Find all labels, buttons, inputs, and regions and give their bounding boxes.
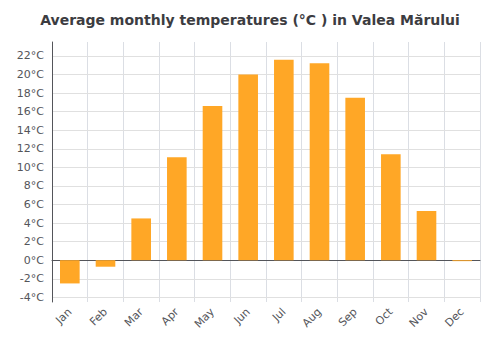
svg-text:Mar: Mar <box>122 305 146 329</box>
svg-text:2°C: 2°C <box>24 235 44 248</box>
svg-text:10°C: 10°C <box>17 161 44 174</box>
svg-text:-2°C: -2°C <box>20 272 44 285</box>
svg-text:Feb: Feb <box>87 305 110 328</box>
svg-text:6°C: 6°C <box>24 198 44 211</box>
svg-text:8°C: 8°C <box>24 179 44 192</box>
svg-text:16°C: 16°C <box>17 105 44 118</box>
svg-text:Oct: Oct <box>373 305 396 328</box>
svg-text:22°C: 22°C <box>17 49 44 62</box>
svg-text:Apr: Apr <box>159 305 182 328</box>
svg-text:Nov: Nov <box>407 305 432 330</box>
svg-text:Aug: Aug <box>300 305 324 329</box>
svg-text:4°C: 4°C <box>24 217 44 230</box>
svg-text:Jan: Jan <box>53 305 75 327</box>
svg-text:14°C: 14°C <box>17 124 44 137</box>
svg-text:18°C: 18°C <box>17 87 44 100</box>
svg-text:0°C: 0°C <box>24 254 44 267</box>
svg-text:Sep: Sep <box>336 305 360 329</box>
svg-text:12°C: 12°C <box>17 142 44 155</box>
svg-text:Jul: Jul <box>269 305 288 324</box>
svg-text:-4°C: -4°C <box>20 291 44 304</box>
svg-text:Average monthly temperatures (: Average monthly temperatures (°C ) in Va… <box>40 12 460 28</box>
svg-text:Dec: Dec <box>443 305 467 329</box>
svg-text:Jun: Jun <box>231 305 253 327</box>
svg-text:May: May <box>192 305 218 331</box>
svg-text:20°C: 20°C <box>17 68 44 81</box>
